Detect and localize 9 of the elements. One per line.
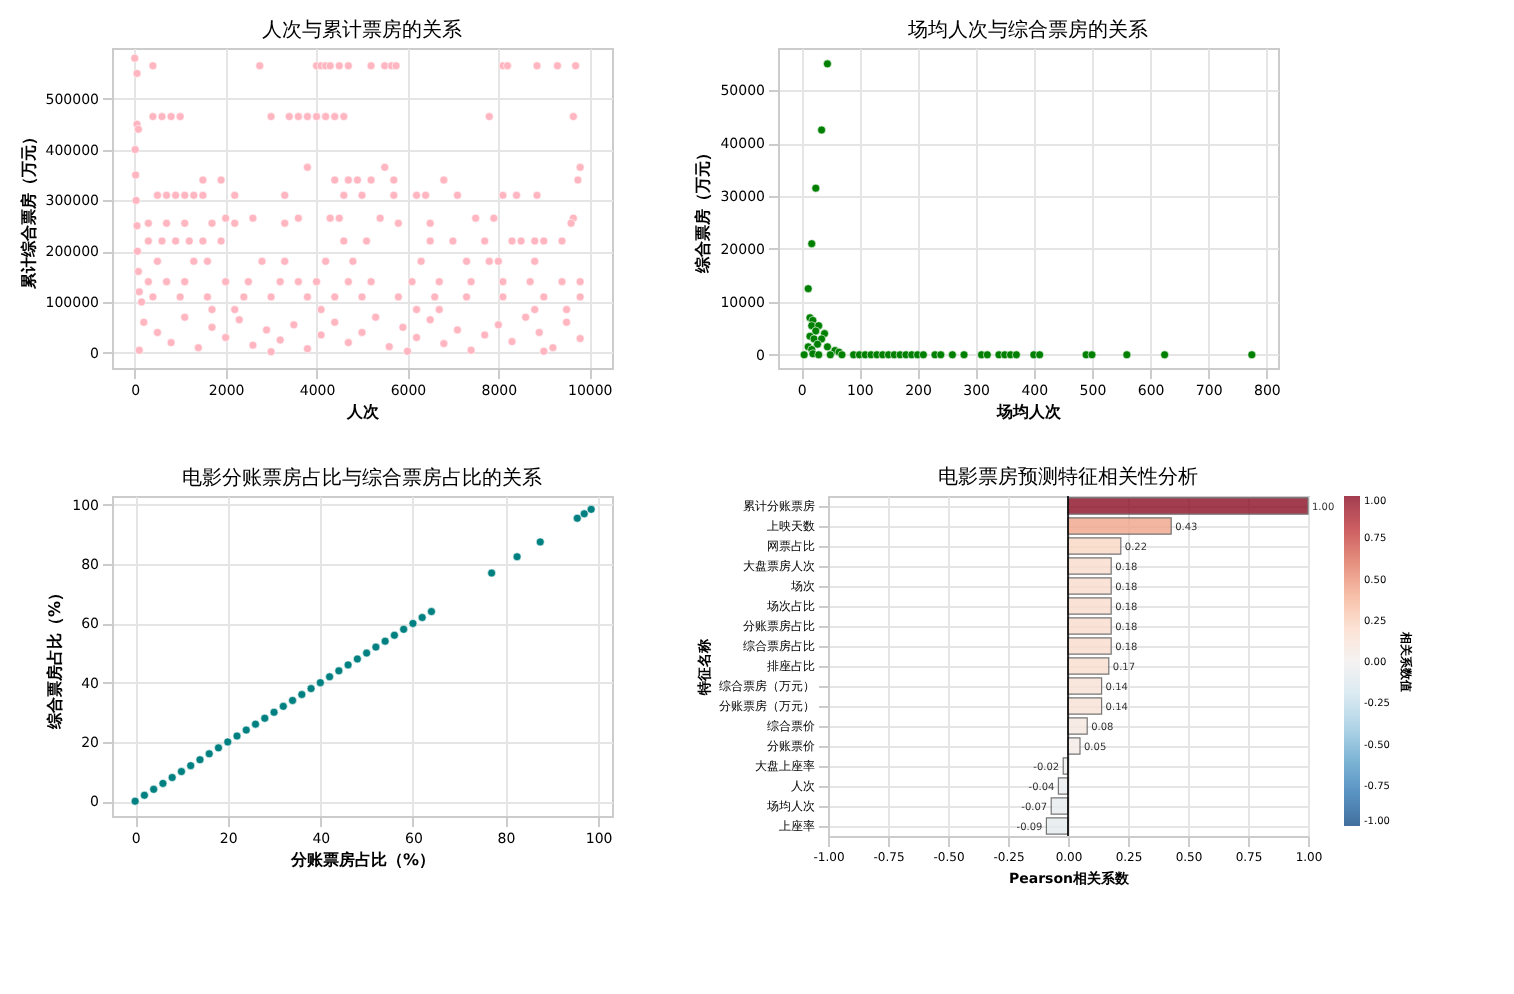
chart-title: 电影分账票房占比与综合票房占比的关系 xyxy=(182,466,542,490)
chart-title: 场均人次与综合票房的关系 xyxy=(906,18,1148,42)
x-axis-title: 人次 xyxy=(345,403,381,421)
x-axis-title: 分账票房占比（%） xyxy=(288,849,436,869)
y-axis-title: 累计综合票房（万元） xyxy=(17,129,38,291)
x-axis-title: 场均人次 xyxy=(995,403,1063,421)
chart-title: 人次与累计票房的关系 xyxy=(262,18,462,42)
y-axis-title: 综合票房占比（%） xyxy=(44,584,65,732)
chart-title: 电影票房预测特征相关性分析 xyxy=(938,465,1198,490)
